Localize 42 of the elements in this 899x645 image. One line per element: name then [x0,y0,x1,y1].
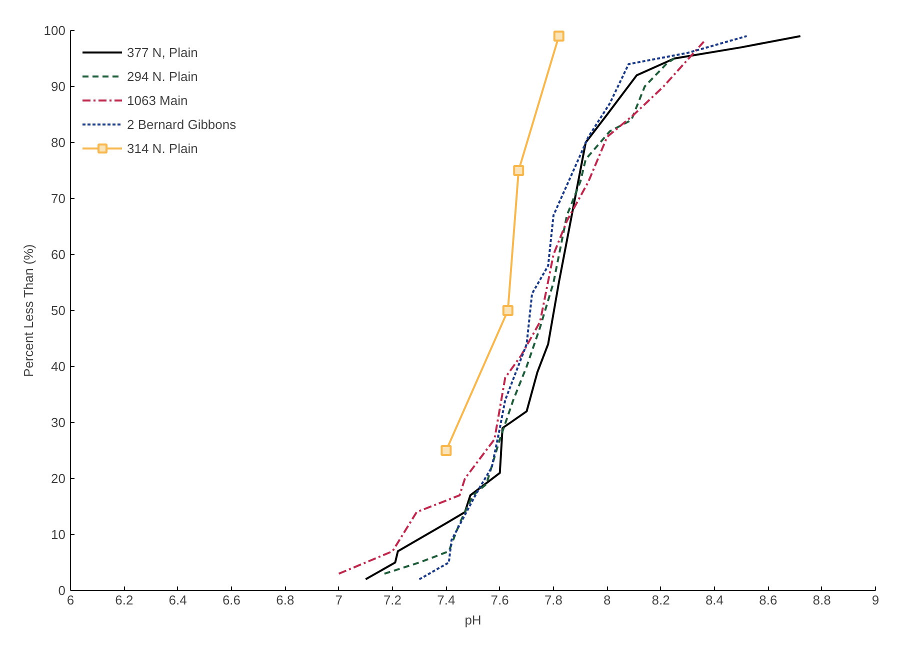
x-tick-label: 7.6 [490,592,509,608]
y-tick-label: 70 [51,191,66,206]
x-tick-label: 6.4 [168,592,187,608]
x-tick-label: 9 [872,592,880,608]
x-tick-label: 6.8 [276,592,294,608]
line-series [418,35,748,580]
point [440,445,452,456]
x-axis-title: pH [464,612,482,628]
y-tick-label: 100 [44,23,66,38]
point [553,30,564,42]
y-tick-label: 90 [51,79,66,94]
y-axis-title: Percent Less Than (%) [20,244,36,377]
y-tick-label: 10 [51,527,66,542]
y-tick-label: 30 [51,415,66,430]
y-tick-label: 60 [51,247,66,262]
y-tick-label: 0 [58,583,66,598]
legend-label: 377 N, Plain [127,44,198,60]
legend-label: 1063 Main [127,92,188,108]
point [513,165,524,176]
legend-label: 2 Bernard Gibbons [127,116,236,132]
x-tick-label: 7.4 [437,592,456,608]
legend-label: 294 N. Plain [127,68,198,84]
x-tick-label: 7 [335,592,342,608]
x-tick-label: 6.2 [115,592,134,608]
x-tick-label: 8.8 [812,592,831,608]
line-series [383,58,676,575]
legend-label: 314 N. Plain [127,140,198,156]
point [502,305,514,316]
y-tick-label: 40 [51,359,66,374]
line-series [364,35,802,580]
x-tick-label: 7.8 [544,592,563,608]
y-tick-label: 80 [51,135,66,150]
x-tick-label: 7.2 [383,592,402,608]
y-tick-label: 20 [51,471,66,486]
x-tick-label: 8.4 [705,592,724,608]
y-tick-label: 50 [51,303,66,318]
x-tick-label: 6.6 [222,592,241,608]
x-tick-label: 8 [604,592,611,608]
x-tick-label: 6 [66,592,74,608]
line-series [338,40,705,575]
x-tick-label: 8.2 [652,592,670,608]
x-tick-label: 8.6 [759,592,778,608]
